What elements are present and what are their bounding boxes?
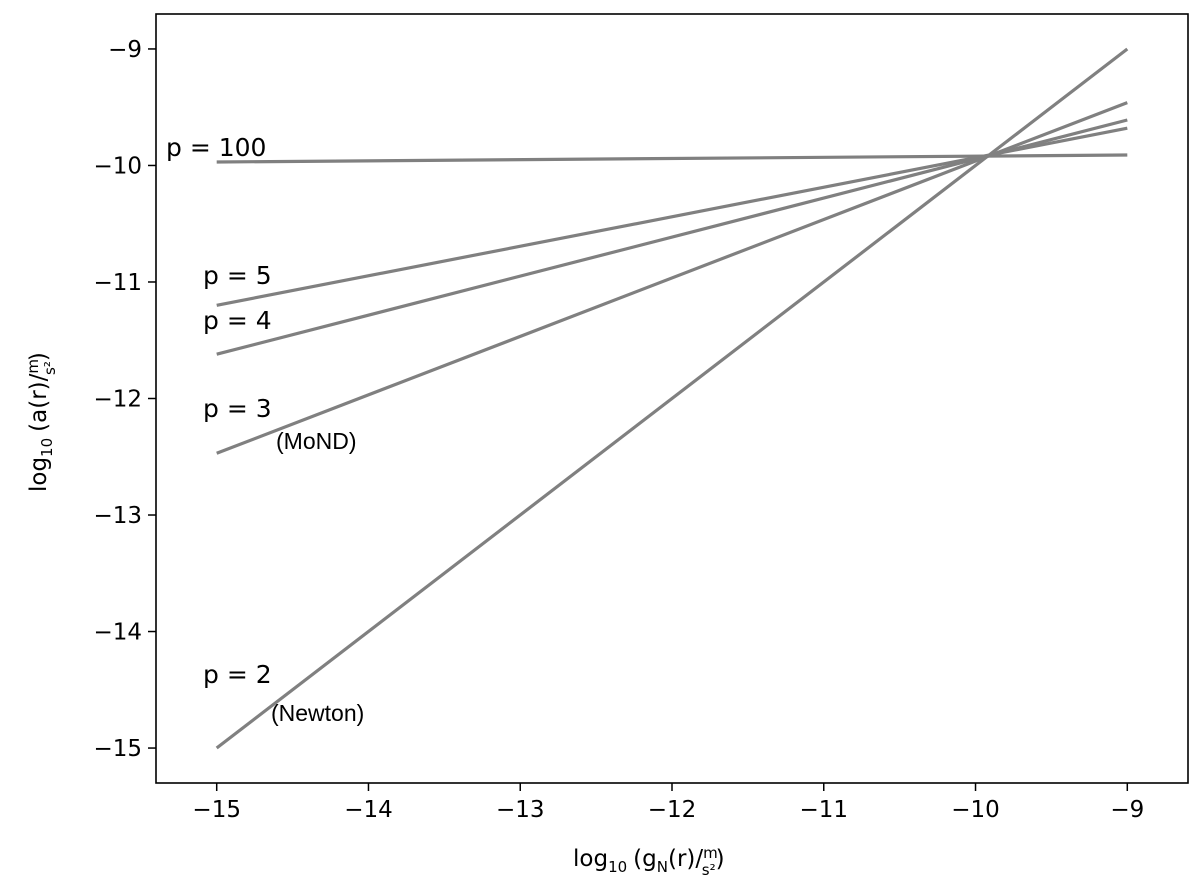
y-tick-label: −15	[93, 736, 142, 762]
y-tick-label: −13	[93, 503, 142, 529]
series-labels: p = 100 p = 5 p = 4 p = 3(MoND) p = 2 (Newton…	[166, 133, 364, 726]
x-tick-label: −9	[1110, 797, 1144, 823]
y-tick-label: −11	[93, 270, 142, 296]
series-note-4: (Newton)	[271, 700, 364, 726]
series-layer	[215, 47, 1129, 750]
series-line-3	[216, 101, 1128, 455]
x-tick-label: −13	[496, 797, 545, 823]
x-tick-label: −15	[192, 797, 241, 823]
x-axis-ticks: −15 −14 −13 −12 −11 −10 −9	[192, 783, 1144, 823]
series-line-2	[216, 118, 1128, 356]
series-label-0: p = 100	[166, 133, 266, 162]
y-tick-label: −9	[108, 37, 142, 63]
x-tick-label: −14	[344, 797, 393, 823]
y-tick-label: −10	[93, 153, 142, 179]
x-tick-label: −12	[648, 797, 697, 823]
x-tick-label: −11	[799, 797, 848, 823]
x-axis-label: log10 (gN(r)/m s²)	[573, 844, 725, 879]
series-label-3: p = 3	[203, 394, 272, 423]
x-tick-label: −10	[951, 797, 1000, 823]
y-tick-label: −14	[93, 620, 142, 646]
series-note-3: (MoND)	[276, 428, 357, 454]
series-label-2: p = 4	[203, 306, 272, 335]
series-label-1: p = 5	[203, 261, 272, 290]
series-label-4: p = 2	[203, 660, 272, 689]
series-line-4	[215, 47, 1129, 750]
y-tick-label: −12	[93, 387, 142, 413]
y-axis-ticks: −15 −14 −13 −12 −11 −10 −9	[93, 37, 156, 762]
y-axis-label: log10(a(r)/ms²)	[24, 352, 59, 492]
